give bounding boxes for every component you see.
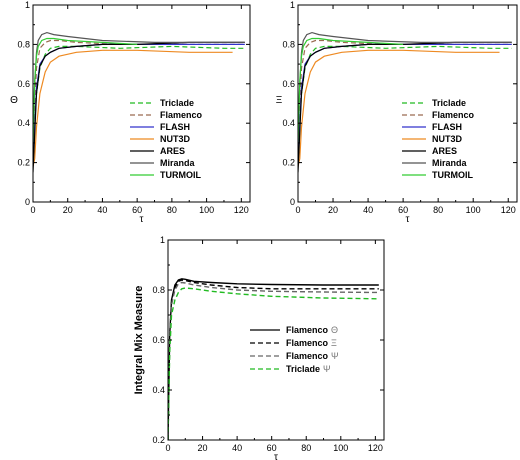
y-tick-label: 0 — [290, 197, 295, 207]
y-tick-label: 0.8 — [17, 39, 30, 49]
x-tick-label: 40 — [97, 205, 107, 215]
series-line-flamenco-2 — [168, 281, 379, 440]
y-tick-label: 0.2 — [152, 435, 165, 445]
legend-label: Flamenco Θ — [286, 325, 338, 335]
legend-label: ARES — [432, 146, 457, 156]
series-line-ares — [298, 41, 512, 173]
legend-label: ARES — [160, 146, 185, 156]
y-tick-label: 0 — [25, 197, 30, 207]
chart-1: 0 20 40 60 80 100 120 0 0.2 0.4 0.6 0.8 1 τ Θ Triclade F… — [10, 0, 251, 225]
y-tick-label: 0.4 — [152, 385, 165, 395]
chart-3: 0 20 40 60 80 100 120 0.2 0.4 0.6 0.8 1 τ Integral Mi… — [133, 235, 385, 460]
y-axis-label: Θ — [10, 95, 18, 106]
x-tick-label: 0 — [165, 443, 170, 453]
y-tick-label: 0.6 — [152, 335, 165, 345]
legend-label: Triclade — [432, 98, 466, 108]
series-line-triclade — [298, 45, 512, 153]
x-axis-label: τ — [140, 214, 144, 225]
legend-label: Flamenco — [160, 110, 203, 120]
y-tick-label: 1 — [290, 0, 295, 10]
x-tick-label: 20 — [198, 443, 208, 453]
x-tick-label: 100 — [199, 205, 214, 215]
x-tick-label: 100 — [333, 443, 348, 453]
series-line-miranda — [33, 31, 245, 143]
y-tick-label: 0.8 — [282, 39, 295, 49]
x-tick-label: 20 — [63, 205, 73, 215]
series-line-ares — [33, 41, 245, 173]
x-tick-label: 120 — [368, 443, 383, 453]
legend-label: Miranda — [160, 158, 196, 168]
legend-label: Flamenco Ψ — [286, 351, 339, 361]
series-line-miranda — [298, 31, 512, 143]
x-tick-label: 60 — [398, 205, 408, 215]
series-line-triclade — [33, 45, 245, 153]
series-group — [298, 31, 512, 173]
legend-symbol: Ψ — [323, 364, 331, 374]
x-tick-label: 80 — [433, 205, 443, 215]
x-tick-label: 80 — [301, 443, 311, 453]
y-axis-label: Integral Mix Measure — [133, 286, 145, 395]
y-tick-label: 0.6 — [282, 79, 295, 89]
legend-label: Triclade Ψ — [286, 364, 331, 374]
y-tick-label: 1 — [25, 0, 30, 10]
x-tick-label: 80 — [167, 205, 177, 215]
legend-symbol: Ξ — [331, 338, 337, 348]
chart-2: 0 20 40 60 80 100 120 0 0.2 0.4 0.6 0.8 1 τ Ξ Triclade F… — [276, 0, 518, 225]
x-tick-label: 0 — [295, 205, 300, 215]
series-line-flamenco-0 — [168, 278, 379, 440]
series-line-triclade-3 — [168, 287, 379, 440]
x-tick-label: 20 — [328, 205, 338, 215]
series-line-turmoil — [33, 37, 138, 143]
series-group — [33, 31, 245, 173]
x-tick-label: 100 — [466, 205, 481, 215]
legend: Flamenco Θ Flamenco Ξ Flamenco Ψ Triclade Ψ — [250, 325, 339, 374]
plot-frame — [297, 4, 518, 203]
y-axis-label: Ξ — [276, 95, 283, 106]
legend-label: TURMOIL — [160, 170, 201, 180]
series-line-flamenco-1 — [168, 279, 379, 440]
y-tick-label: 0.4 — [282, 118, 295, 128]
legend-label: Triclade — [160, 98, 194, 108]
y-tick-label: 0.8 — [152, 285, 165, 295]
x-tick-label: 40 — [363, 205, 373, 215]
x-tick-label: 60 — [132, 205, 142, 215]
x-axis-label: τ — [274, 452, 278, 460]
series-line-nut3d — [298, 49, 500, 167]
x-tick-label: 0 — [30, 205, 35, 215]
legend-symbol: Θ — [331, 325, 338, 335]
legend-label: FLASH — [160, 122, 190, 132]
legend-label: FLASH — [432, 122, 462, 132]
x-tick-label: 60 — [267, 443, 277, 453]
legend-label: Flamenco Ξ — [286, 338, 337, 348]
legend: Triclade Flamenco FLASH NUT3D ARES Miranda TUR… — [402, 98, 475, 180]
y-tick-label: 1 — [160, 235, 165, 245]
y-tick-label: 0.4 — [17, 118, 30, 128]
legend-label: Flamenco — [432, 110, 475, 120]
x-tick-label: 120 — [234, 205, 249, 215]
x-tick-label: 40 — [232, 443, 242, 453]
y-tick-label: 0.2 — [17, 158, 30, 168]
legend-label: TURMOIL — [432, 170, 473, 180]
series-line-turmoil — [298, 37, 404, 143]
series-group — [168, 278, 379, 440]
legend: Triclade Flamenco FLASH NUT3D ARES Miranda TUR… — [130, 98, 203, 180]
legend-symbol: Ψ — [331, 351, 339, 361]
x-tick-label: 120 — [501, 205, 516, 215]
x-axis-label: τ — [406, 214, 410, 225]
plot-frame — [167, 239, 385, 441]
legend-label: Miranda — [432, 158, 468, 168]
legend-label: NUT3D — [432, 134, 463, 144]
legend-label: NUT3D — [160, 134, 191, 144]
series-line-flamenco — [33, 39, 245, 143]
y-tick-label: 0.6 — [17, 79, 30, 89]
y-tick-label: 0.2 — [282, 158, 295, 168]
series-line-nut3d — [33, 49, 233, 167]
